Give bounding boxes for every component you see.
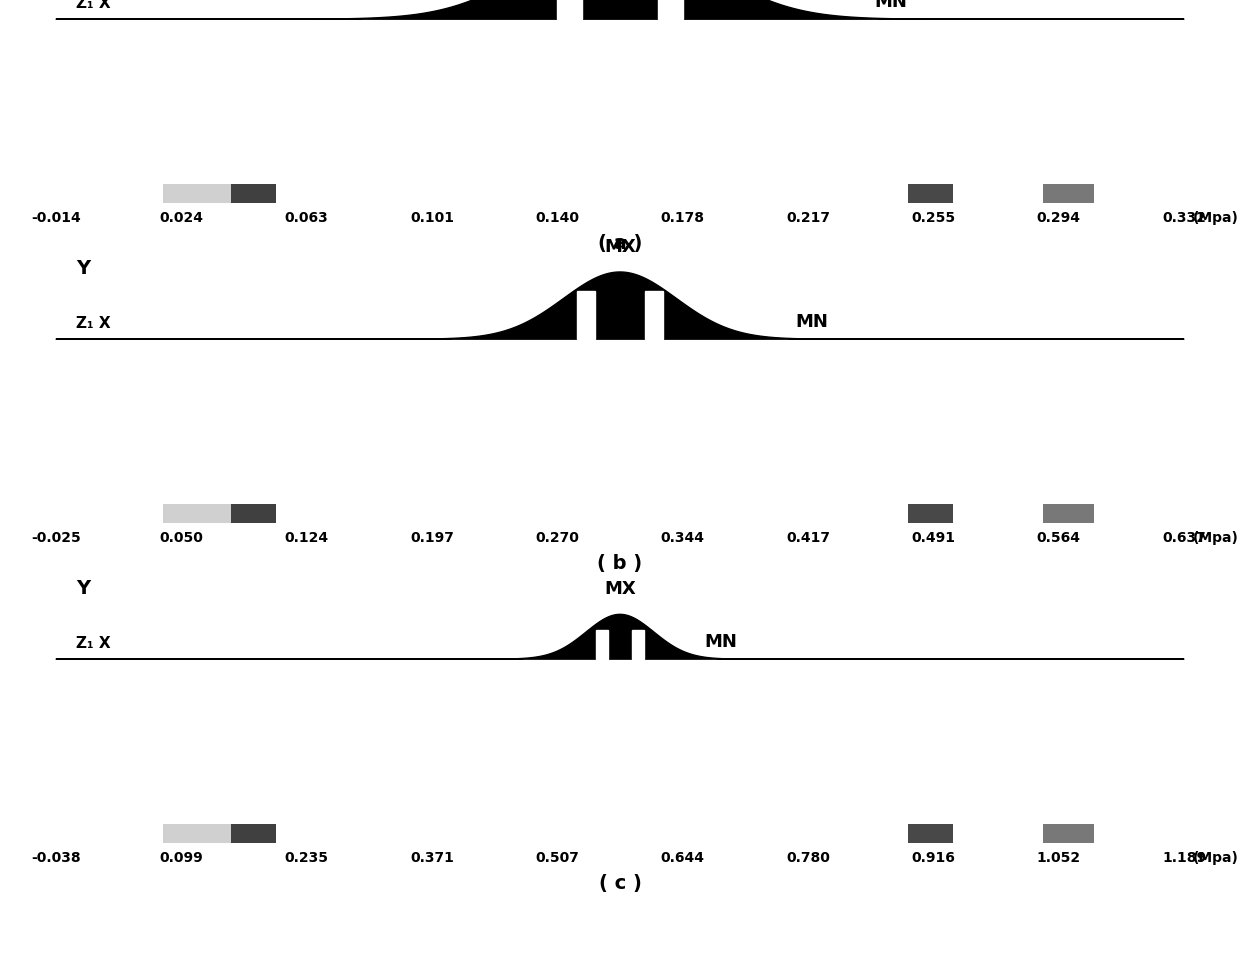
- Bar: [231, 504, 275, 523]
- Text: 0.916: 0.916: [911, 852, 955, 865]
- Text: 0.371: 0.371: [410, 852, 454, 865]
- Text: MN: MN: [874, 0, 906, 12]
- Text: 0.255: 0.255: [911, 211, 956, 226]
- Text: 0.332: 0.332: [1162, 211, 1207, 226]
- Text: ( a ): ( a ): [598, 233, 642, 252]
- Polygon shape: [658, 0, 683, 19]
- Text: Z₁ X: Z₁ X: [76, 316, 110, 331]
- Text: Z₁ X: Z₁ X: [76, 636, 110, 651]
- Bar: [231, 824, 275, 843]
- Text: -0.014: -0.014: [31, 211, 81, 226]
- Text: 0.270: 0.270: [536, 531, 579, 545]
- Polygon shape: [56, 0, 1184, 19]
- Polygon shape: [596, 631, 608, 660]
- Bar: [908, 824, 952, 843]
- Text: 0.197: 0.197: [410, 531, 454, 545]
- Bar: [1043, 824, 1094, 843]
- Bar: [501, 504, 688, 523]
- Text: (Mpa): (Mpa): [1193, 531, 1239, 545]
- Polygon shape: [557, 0, 582, 19]
- Text: 0.217: 0.217: [786, 211, 830, 226]
- Bar: [231, 184, 275, 204]
- Text: MN: MN: [704, 634, 738, 651]
- Bar: [908, 184, 952, 204]
- Polygon shape: [645, 291, 663, 339]
- Text: 0.491: 0.491: [911, 531, 956, 545]
- Text: 0.099: 0.099: [159, 852, 203, 865]
- Bar: [162, 504, 231, 523]
- Text: 0.024: 0.024: [159, 211, 203, 226]
- Text: 0.101: 0.101: [410, 211, 454, 226]
- Text: 1.189: 1.189: [1162, 852, 1207, 865]
- Text: MN: MN: [795, 313, 828, 331]
- Text: 0.063: 0.063: [285, 211, 329, 226]
- Text: Z₁ X: Z₁ X: [76, 0, 110, 12]
- Text: -0.038: -0.038: [31, 852, 81, 865]
- Text: (Mpa): (Mpa): [1193, 852, 1239, 865]
- Polygon shape: [577, 291, 595, 339]
- Text: 0.780: 0.780: [786, 852, 830, 865]
- Bar: [1043, 184, 1094, 204]
- Text: 0.344: 0.344: [661, 531, 704, 545]
- Text: -0.025: -0.025: [31, 531, 81, 545]
- Text: 0.644: 0.644: [661, 852, 704, 865]
- Bar: [1043, 504, 1094, 523]
- Text: MX: MX: [604, 238, 636, 256]
- Text: 0.050: 0.050: [159, 531, 203, 545]
- Text: 0.507: 0.507: [536, 852, 579, 865]
- Bar: [501, 824, 688, 843]
- Text: 0.637: 0.637: [1162, 531, 1207, 545]
- Bar: [162, 824, 231, 843]
- Text: 0.124: 0.124: [284, 531, 329, 545]
- Text: 1.052: 1.052: [1037, 852, 1081, 865]
- Text: Y: Y: [76, 259, 91, 278]
- Text: (Mpa): (Mpa): [1193, 211, 1239, 226]
- Text: 0.235: 0.235: [284, 852, 329, 865]
- Text: MX: MX: [604, 581, 636, 598]
- Text: 0.564: 0.564: [1037, 531, 1081, 545]
- Text: Y: Y: [76, 579, 91, 598]
- Bar: [501, 184, 688, 204]
- Bar: [162, 184, 231, 204]
- Text: 0.417: 0.417: [786, 531, 830, 545]
- Text: 0.178: 0.178: [661, 211, 704, 226]
- Text: ( b ): ( b ): [598, 554, 642, 573]
- Text: ( c ): ( c ): [599, 874, 641, 893]
- Bar: [908, 504, 952, 523]
- Polygon shape: [632, 631, 644, 660]
- Polygon shape: [56, 614, 1184, 660]
- Text: 0.294: 0.294: [1037, 211, 1081, 226]
- Text: 0.140: 0.140: [536, 211, 579, 226]
- Polygon shape: [56, 272, 1184, 339]
